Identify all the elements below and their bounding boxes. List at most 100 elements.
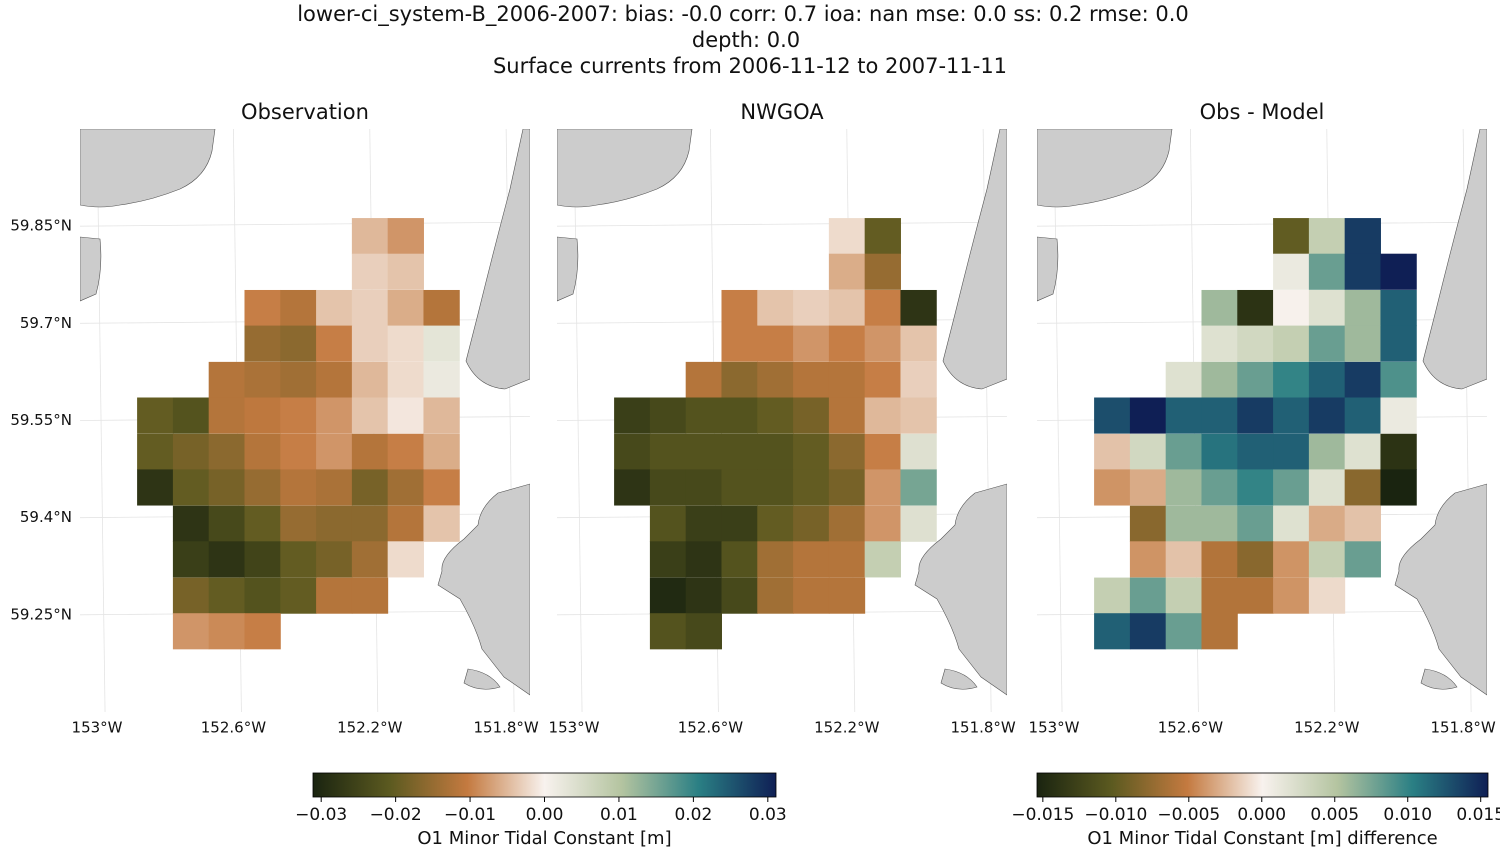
- grid-cell: [793, 325, 830, 362]
- colorbar: [312, 772, 777, 798]
- grid-cell: [828, 469, 866, 506]
- grid-cell: [828, 397, 866, 434]
- colorbar-tick-label: 0.03: [749, 805, 787, 825]
- grid-cell: [685, 541, 722, 578]
- grid-cell: [649, 469, 687, 506]
- map-area: [80, 129, 530, 712]
- grid-cell: [1237, 469, 1274, 506]
- x-tick-label: 152.2°W: [337, 719, 402, 737]
- grid-cell: [244, 433, 281, 470]
- grid-cell: [649, 505, 687, 542]
- grid-cell: [244, 505, 281, 542]
- grid-cell: [351, 325, 389, 362]
- grid-cell: [423, 505, 460, 542]
- grid-cell: [721, 469, 758, 506]
- grid-cell: [387, 289, 424, 327]
- panel-title: NWGOA: [740, 100, 824, 124]
- grid-cell: [1308, 577, 1346, 614]
- grid-cell: [423, 433, 460, 470]
- grid-cell: [387, 325, 424, 362]
- grid-cell: [1308, 505, 1346, 542]
- x-tick-label: 151.8°W: [950, 719, 1015, 737]
- grid-cell: [280, 505, 317, 542]
- grid-cell: [1129, 397, 1167, 434]
- grid-cell: [1129, 541, 1167, 578]
- map-panel: [557, 129, 1007, 712]
- grid-cell: [351, 433, 389, 470]
- grid-cell: [685, 505, 722, 542]
- grid-cell: [137, 469, 174, 506]
- grid-cell: [828, 361, 866, 399]
- grid-cell: [685, 577, 722, 614]
- grid-cell: [423, 289, 460, 327]
- grid-cell: [649, 433, 687, 470]
- colorbar-tick-label: 0.01: [600, 805, 638, 825]
- grid-cell: [1094, 577, 1131, 614]
- colorbar-tick-label: −0.015: [1011, 805, 1074, 825]
- grid-cell: [1308, 253, 1346, 290]
- grid-cell: [351, 469, 389, 506]
- grid-cell: [208, 433, 245, 470]
- grid-cell: [793, 289, 830, 327]
- grid-cell: [1129, 577, 1167, 614]
- colorbar-tick-label: −0.03: [295, 805, 347, 825]
- grid-cell: [828, 253, 866, 290]
- grid-cell: [649, 541, 687, 578]
- grid-cell: [757, 397, 794, 434]
- grid-cell: [1165, 613, 1202, 650]
- grid-cell: [244, 469, 281, 506]
- grid-cell: [1273, 361, 1310, 399]
- grid-cell: [1344, 505, 1381, 542]
- grid-cell: [1273, 397, 1310, 434]
- grid-cell: [244, 613, 281, 650]
- grid-cell: [757, 325, 794, 362]
- colorbar-tick-label: 0.005: [1310, 805, 1359, 825]
- grid-cell: [685, 613, 722, 650]
- grid-cell: [1165, 577, 1202, 614]
- grid-cell: [1201, 469, 1238, 506]
- grid-cell: [757, 577, 794, 614]
- grid-cell: [1237, 505, 1274, 542]
- grid-cell: [1094, 397, 1131, 434]
- grid-cell: [387, 253, 424, 290]
- grid-cell: [280, 433, 317, 470]
- grid-cell: [172, 577, 210, 614]
- grid-cell: [387, 397, 424, 434]
- grid-cell: [900, 361, 937, 399]
- grid-cell: [1237, 361, 1274, 399]
- grid-cell: [316, 325, 353, 362]
- grid-cell: [387, 541, 424, 578]
- grid-cell: [1237, 577, 1274, 614]
- grid-cell: [1344, 433, 1381, 470]
- colorbar-tick-label: −0.01: [444, 805, 496, 825]
- grid-cell: [351, 361, 389, 399]
- grid-cell: [721, 505, 758, 542]
- grid-cell: [900, 289, 937, 327]
- grid-cell: [351, 218, 389, 255]
- graticule-lat: [1037, 221, 1487, 227]
- grid-cell: [900, 433, 937, 470]
- grid-cell: [1094, 469, 1131, 506]
- grid-cell: [244, 397, 281, 434]
- grid-cell: [1344, 289, 1381, 327]
- grid-cell: [1273, 577, 1310, 614]
- map-panel: [80, 129, 530, 712]
- grid-cell: [900, 325, 937, 362]
- grid-cell: [1165, 505, 1202, 542]
- grid-cell: [828, 577, 866, 614]
- colorbar: [1036, 772, 1489, 798]
- grid-cell: [1201, 289, 1238, 327]
- grid-cell: [649, 613, 687, 650]
- grid-cell: [1165, 397, 1202, 434]
- graticule-lat: [557, 221, 1007, 227]
- y-tick-label: 59.55°N: [10, 411, 72, 429]
- grid-cell: [423, 469, 460, 506]
- grid-cell: [351, 397, 389, 434]
- grid-cell: [387, 361, 424, 399]
- map-area: [557, 129, 1007, 712]
- grid-cell: [172, 505, 210, 542]
- x-tick-label: 152.6°W: [201, 719, 266, 737]
- grid-cell: [721, 433, 758, 470]
- grid-cell: [1129, 613, 1167, 650]
- grid-cell: [793, 433, 830, 470]
